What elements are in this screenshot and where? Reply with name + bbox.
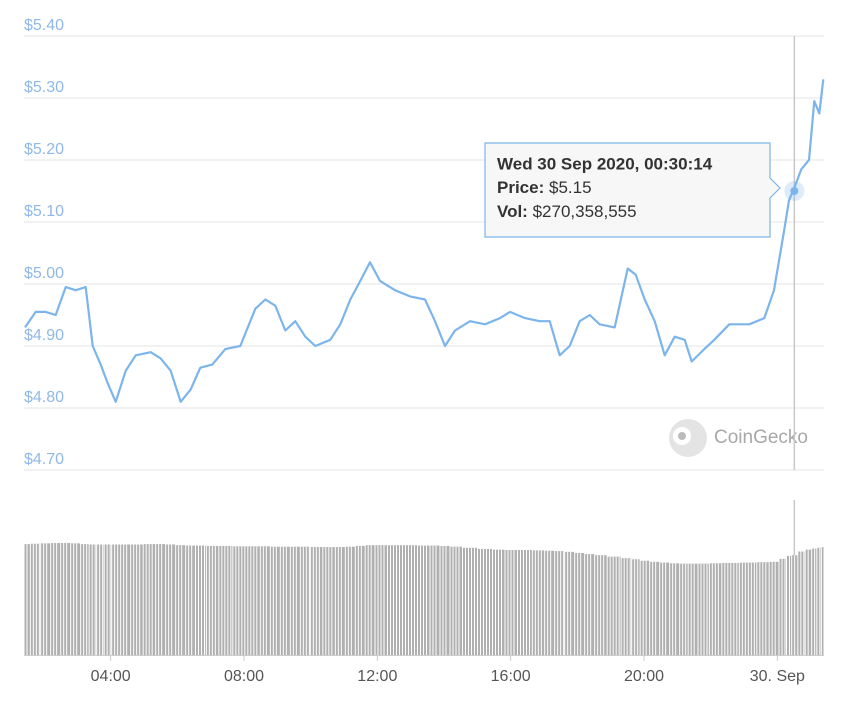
y-tick-label: $5.40 — [24, 17, 64, 34]
volume-bar — [640, 560, 650, 655]
tooltip: Wed 30 Sep 2020, 00:30:14 Price: $5.15 V… — [484, 142, 781, 238]
x-tick-label: 12:00 — [357, 668, 397, 685]
tooltip-box — [484, 142, 781, 238]
volume-bar — [81, 544, 89, 655]
y-tick-label: $5.20 — [24, 141, 64, 158]
volume-bar — [779, 558, 786, 655]
volume-bar — [355, 545, 365, 655]
volume-bar — [518, 550, 532, 655]
volume-bar — [660, 562, 670, 655]
volume-bar — [478, 548, 492, 655]
volume-bar — [270, 546, 280, 655]
tooltip-vol-value: $270,358,555 — [533, 202, 637, 221]
tooltip-price-label: Price: — [497, 178, 544, 197]
x-tick-label: 20:00 — [624, 668, 664, 685]
volume-bar — [71, 543, 81, 655]
tooltip-price-value: $5.15 — [549, 178, 592, 197]
x-tick-label: 08:00 — [224, 668, 264, 685]
volume-bar — [388, 545, 402, 655]
volume-bar — [300, 546, 310, 655]
tooltip-price: Price: $5.15 — [497, 178, 592, 197]
x-tick-label: 16:00 — [491, 668, 531, 685]
volume-bar — [219, 545, 233, 655]
tooltip-vol: Vol: $270,358,555 — [497, 202, 637, 221]
volume-bar — [650, 561, 660, 655]
volume-bar — [688, 563, 698, 655]
price-line — [24, 79, 825, 403]
tooltip-title: Wed 30 Sep 2020, 00:30:14 — [497, 154, 713, 173]
y-tick-label: $5.10 — [24, 203, 64, 220]
y-tick-label: $4.90 — [24, 327, 64, 344]
volume-bar — [186, 545, 195, 655]
volume-bar — [41, 543, 51, 655]
volume-bar — [112, 544, 121, 655]
x-tick-label: 04:00 — [91, 668, 131, 685]
volume-bar — [403, 545, 417, 655]
volume-bar — [290, 546, 300, 655]
volume-bar — [345, 546, 355, 655]
volume-bar — [632, 559, 640, 655]
y-tick-label: $4.70 — [24, 451, 64, 468]
volume-bar — [335, 547, 345, 655]
watermark-text: CoinGecko — [714, 427, 808, 448]
volume-bar — [121, 544, 131, 655]
volume-bar — [555, 551, 565, 655]
volume-bar — [51, 543, 61, 655]
hover-dot — [790, 187, 799, 195]
volume-bar — [545, 550, 555, 655]
volume-bar — [61, 543, 71, 655]
tooltip-vol-label: Vol: — [497, 202, 528, 221]
y-tick-label: $5.00 — [24, 265, 64, 282]
x-tick-label: 30. Sep — [750, 668, 805, 685]
volume-bar — [575, 552, 585, 655]
volume-bar — [97, 544, 104, 655]
volume-bar — [821, 547, 824, 655]
volume-bar — [156, 544, 166, 655]
volume-bar — [104, 544, 112, 655]
logo-pupil — [678, 432, 686, 440]
y-tick-label: $5.30 — [24, 79, 64, 96]
plot-area: $4.70 $4.80 $4.90 $5.00 $5.10 $5.20 $5.30 $5.40… — [24, 17, 825, 685]
volume-bar — [585, 554, 595, 655]
volume-bar — [621, 558, 632, 655]
volume-bar — [769, 561, 779, 655]
volume-bar — [670, 563, 680, 655]
volume-bar — [565, 551, 575, 655]
volume-bar — [260, 546, 270, 655]
volume-bar — [463, 547, 477, 655]
volume-bar — [680, 563, 688, 655]
volume-bar — [280, 546, 290, 655]
volume-bar — [365, 545, 375, 655]
volume-bar — [798, 551, 805, 655]
volume-bar — [607, 556, 621, 655]
volume-bar — [166, 544, 176, 655]
y-tick-label: $4.80 — [24, 389, 64, 406]
volume-bar — [233, 546, 248, 655]
volume-bar — [817, 547, 821, 655]
volume-bar — [30, 543, 41, 655]
volume-bar — [430, 545, 440, 655]
volume-bar — [176, 545, 186, 655]
volume-bar — [89, 544, 97, 655]
volume-bar — [440, 545, 450, 655]
volume-bar — [196, 545, 206, 655]
watermark: CoinGecko — [669, 419, 808, 457]
